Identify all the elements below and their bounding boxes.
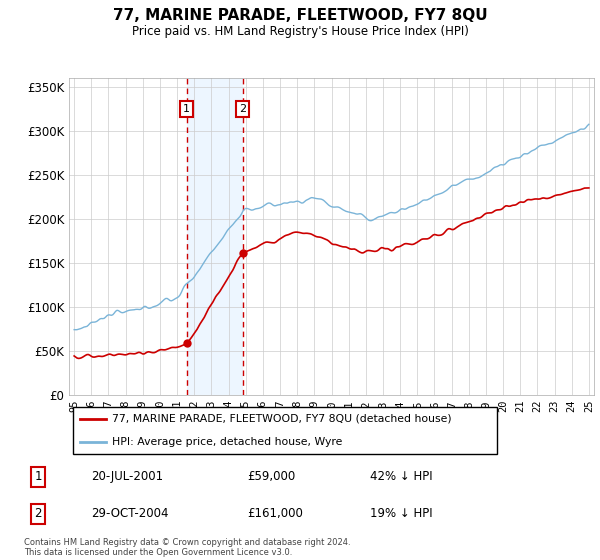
Text: £59,000: £59,000	[247, 470, 295, 483]
Text: £161,000: £161,000	[247, 507, 303, 520]
Text: 29-OCT-2004: 29-OCT-2004	[91, 507, 169, 520]
Text: 77, MARINE PARADE, FLEETWOOD, FY7 8QU (detached house): 77, MARINE PARADE, FLEETWOOD, FY7 8QU (d…	[112, 414, 452, 424]
Text: 19% ↓ HPI: 19% ↓ HPI	[370, 507, 433, 520]
Bar	[187, 78, 243, 395]
Text: 20-JUL-2001: 20-JUL-2001	[91, 470, 163, 483]
Text: 77, MARINE PARADE, FLEETWOOD, FY7 8QU: 77, MARINE PARADE, FLEETWOOD, FY7 8QU	[113, 8, 487, 24]
Text: Contains HM Land Registry data © Crown copyright and database right 2024.
This d: Contains HM Land Registry data © Crown c…	[24, 538, 350, 557]
Text: HPI: Average price, detached house, Wyre: HPI: Average price, detached house, Wyre	[112, 437, 343, 447]
Text: 1: 1	[183, 104, 190, 114]
Text: 1: 1	[34, 470, 42, 483]
Text: 42% ↓ HPI: 42% ↓ HPI	[370, 470, 433, 483]
Text: Price paid vs. HM Land Registry's House Price Index (HPI): Price paid vs. HM Land Registry's House …	[131, 25, 469, 38]
Text: 2: 2	[34, 507, 42, 520]
FancyBboxPatch shape	[73, 408, 497, 454]
Text: 2: 2	[239, 104, 247, 114]
